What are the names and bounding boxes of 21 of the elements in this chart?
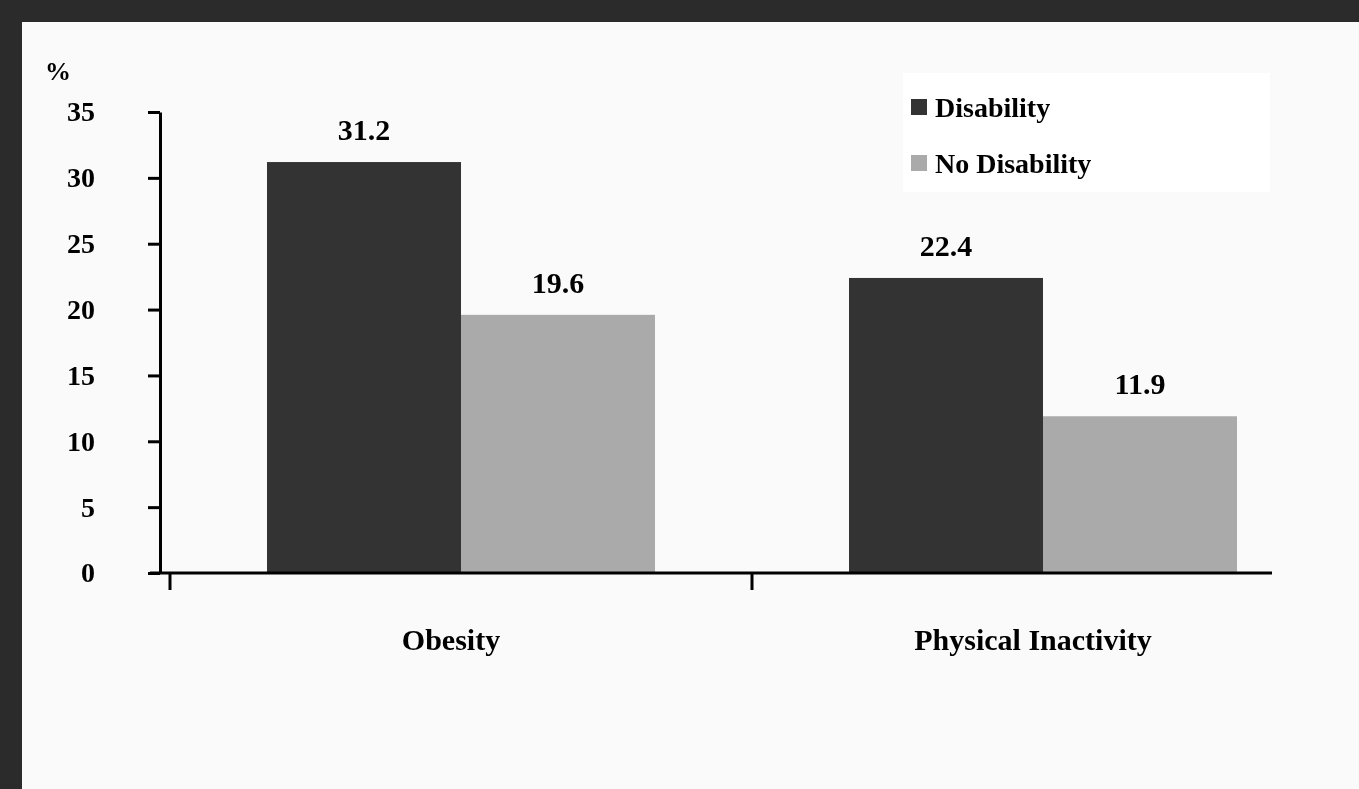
y-tick-label: 10: [67, 425, 95, 457]
legend-label: Disability: [935, 91, 1051, 123]
x-tick-label: Physical Inactivity: [914, 623, 1152, 656]
y-tick-label: 20: [67, 294, 95, 326]
data-label: 31.2: [337, 113, 391, 147]
x-tick-label: Obesity: [401, 623, 501, 656]
legend-label: No Disability: [935, 147, 1092, 179]
y-tick-label: 35: [67, 96, 95, 128]
bar: [461, 314, 655, 573]
y-tick-label: 25: [67, 228, 95, 260]
bar: [267, 162, 461, 573]
y-tick-label: 5: [81, 491, 95, 523]
data-label: 22.4: [919, 228, 973, 262]
data-label: 19.6: [531, 265, 585, 299]
data-label: 11.9: [1114, 367, 1166, 401]
y-axis-title: %: [45, 57, 71, 86]
bar: [1043, 416, 1237, 573]
y-tick-label: 15: [67, 359, 95, 391]
y-tick-label: 30: [67, 162, 95, 194]
y-tick-label: 0: [81, 557, 95, 589]
bar: [849, 277, 1043, 573]
